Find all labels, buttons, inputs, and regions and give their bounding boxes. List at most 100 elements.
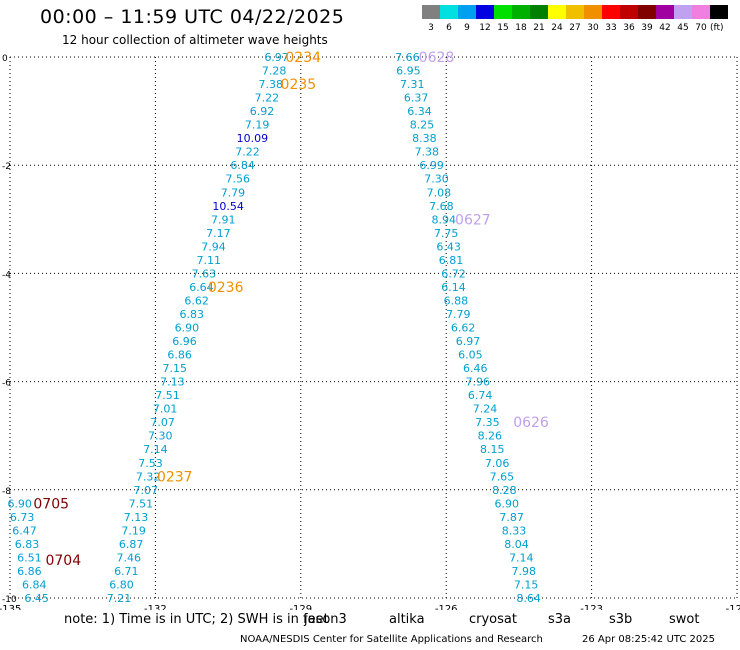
legend-swatch bbox=[422, 5, 440, 19]
footer-organization: NOAA/NESDIS Center for Satellite Applica… bbox=[240, 634, 543, 645]
wave-height-label: 7.51 bbox=[155, 389, 180, 402]
wave-height-label: 7.14 bbox=[143, 443, 168, 456]
y-tick-label: -10 bbox=[2, 595, 17, 605]
wave-height-label: 7.51 bbox=[129, 497, 154, 510]
wave-height-label: 6.80 bbox=[109, 578, 134, 591]
pass-time-label: 0704 bbox=[45, 553, 81, 569]
wave-height-label: 7.96 bbox=[465, 376, 490, 389]
wave-height-label: 6.97 bbox=[456, 335, 481, 348]
legend-swatch bbox=[674, 5, 692, 19]
wave-height-label: 6.72 bbox=[441, 267, 466, 280]
wave-height-label: 6.34 bbox=[407, 105, 432, 118]
pass-time-label: 0235 bbox=[281, 77, 317, 93]
satellite-label-jason3: jason3 bbox=[304, 612, 347, 627]
pass-time-label: 0234 bbox=[285, 50, 321, 66]
wave-height-label: 8.28 bbox=[492, 484, 517, 497]
legend-bin-label: 18 bbox=[515, 23, 527, 33]
legend-bin-label: 15 bbox=[497, 23, 509, 33]
wave-height-label: 7.24 bbox=[473, 403, 498, 416]
x-tick-label: -129 bbox=[289, 604, 312, 610]
wave-height-label: 7.19 bbox=[121, 524, 146, 537]
wave-height-label: 7.21 bbox=[107, 592, 132, 605]
wave-height-label: 6.62 bbox=[184, 294, 209, 307]
wave-height-label: 10.54 bbox=[212, 200, 244, 213]
wave-height-label: 7.38 bbox=[415, 146, 440, 159]
wave-height-label: 6.62 bbox=[451, 322, 476, 335]
wave-height-label: 7.07 bbox=[133, 484, 158, 497]
wave-height-label: 6.05 bbox=[458, 349, 483, 362]
wave-height-label: 7.65 bbox=[490, 470, 515, 483]
y-tick-label: -2 bbox=[2, 162, 11, 172]
wave-height-label: 7.56 bbox=[226, 173, 251, 186]
legend-swatch bbox=[656, 5, 674, 19]
y-tick-label: -8 bbox=[2, 487, 11, 497]
legend-swatch bbox=[494, 5, 512, 19]
wave-height-label: 6.84 bbox=[230, 159, 255, 172]
wave-height-label: 7.53 bbox=[138, 457, 163, 470]
wave-height-label: 7.38 bbox=[259, 78, 284, 91]
wave-height-label: 6.14 bbox=[441, 281, 466, 294]
pass-time-label: 0236 bbox=[208, 280, 244, 296]
wave-height-label: 7.28 bbox=[262, 65, 287, 78]
legend-bin-label: 9 bbox=[464, 23, 470, 33]
pass-time-label: 0705 bbox=[33, 496, 69, 512]
wave-height-label: 7.79 bbox=[446, 308, 471, 321]
wave-height-label: 7.31 bbox=[400, 78, 425, 91]
satellite-label-s3a: s3a bbox=[548, 612, 572, 627]
wave-height-label: 7.22 bbox=[255, 92, 280, 105]
legend-swatch bbox=[584, 5, 602, 19]
satellite-label-cryosat: cryosat bbox=[469, 612, 517, 627]
wave-height-label: 7.68 bbox=[429, 200, 454, 213]
legend-bin-label: 33 bbox=[605, 23, 617, 33]
wave-height-label: 6.71 bbox=[114, 565, 139, 578]
wave-height-label: 7.32 bbox=[136, 470, 161, 483]
wave-height-label: 6.81 bbox=[439, 254, 464, 267]
satellite-label-s3b: s3b bbox=[609, 612, 633, 627]
y-tick-label: -4 bbox=[2, 270, 11, 280]
wave-height-label: 7.79 bbox=[221, 186, 246, 199]
legend-swatch bbox=[602, 5, 620, 19]
wave-height-plot: -135 -132 -129 -126 -123 -120 0 -2 -4 -6 -8 -10 6.97… bbox=[0, 50, 740, 610]
wave-height-label: 7.15 bbox=[163, 362, 188, 375]
footer-generated-time: 26 Apr 08:25:42 UTC 2025 bbox=[582, 634, 715, 645]
legend-swatch bbox=[548, 5, 566, 19]
wave-height-label: 8.64 bbox=[516, 592, 541, 605]
x-tick-label: -123 bbox=[580, 604, 603, 610]
wave-height-label: 6.46 bbox=[463, 362, 488, 375]
wave-height-label: 8.38 bbox=[412, 132, 437, 145]
wave-height-label: 6.51 bbox=[17, 551, 42, 564]
wave-height-label: 6.95 bbox=[396, 65, 421, 78]
x-tick-label: -120 bbox=[726, 604, 740, 610]
legend-bin-label: 21 bbox=[533, 23, 545, 33]
wave-height-label: 7.75 bbox=[434, 227, 459, 240]
legend-swatch bbox=[710, 5, 728, 19]
x-tick-label: -132 bbox=[144, 604, 167, 610]
wave-height-label: 7.11 bbox=[196, 254, 221, 267]
wave-height-label: 6.83 bbox=[180, 308, 205, 321]
wave-height-label: 7.30 bbox=[424, 173, 449, 186]
wave-height-label: 6.45 bbox=[24, 592, 49, 605]
wave-height-label: 6.43 bbox=[436, 240, 461, 253]
legend-bin-label: 30 bbox=[587, 23, 599, 33]
wave-height-label: 6.86 bbox=[167, 349, 192, 362]
wave-height-label: 7.66 bbox=[395, 51, 420, 64]
legend-swatch bbox=[476, 5, 494, 19]
legend-bin-label: 70 bbox=[695, 23, 707, 33]
wave-height-label: 7.06 bbox=[485, 457, 510, 470]
legend-swatch bbox=[440, 5, 458, 19]
wave-height-label: 7.87 bbox=[499, 511, 524, 524]
y-tick-label: -6 bbox=[2, 379, 11, 389]
pass-time-label: 0628 bbox=[419, 50, 455, 66]
wave-height-label: 7.30 bbox=[148, 430, 173, 443]
legend-bin-label: 6 bbox=[446, 23, 452, 33]
wave-height-label: 6.88 bbox=[444, 294, 469, 307]
wave-height-label: 8.33 bbox=[502, 524, 527, 537]
page-title: 00:00 – 11:59 UTC 04/22/2025 bbox=[40, 6, 345, 28]
wave-height-label: 8.25 bbox=[410, 119, 435, 132]
wave-height-label: 7.19 bbox=[245, 119, 270, 132]
legend-unit-label: (ft) bbox=[710, 23, 724, 33]
note-text: note: 1) Time is in UTC; 2) SWH is in fe… bbox=[64, 612, 329, 627]
legend-bin-label: 3 bbox=[428, 23, 434, 33]
wave-height-label: 7.07 bbox=[150, 416, 175, 429]
